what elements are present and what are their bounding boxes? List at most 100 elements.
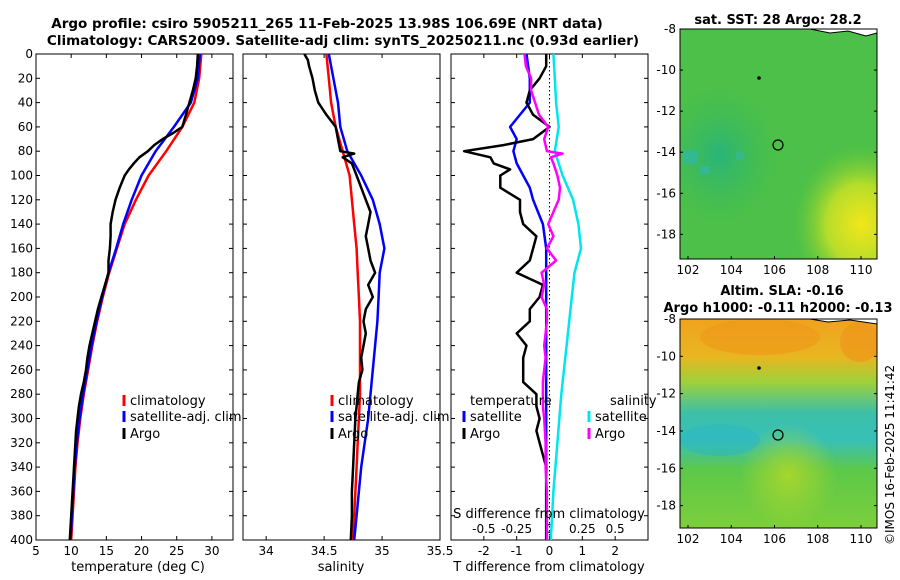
map-x-tick-label: 102 bbox=[677, 263, 700, 277]
legend-climatology: climatology bbox=[130, 394, 206, 409]
y-tick-label: 60 bbox=[18, 120, 33, 134]
y-tick-label: 260 bbox=[10, 363, 33, 377]
map-y-tick-label: -14 bbox=[656, 145, 676, 159]
top-x-tick-label: -0.5 bbox=[472, 522, 495, 536]
map-x-tick-label: 106 bbox=[763, 263, 786, 277]
map-y-tick-label: -12 bbox=[656, 387, 676, 401]
argo-position-marker bbox=[772, 139, 784, 151]
salinity-legend: climatology satellite-adj. clim Argo bbox=[330, 394, 450, 442]
legend-t-satellite: satellite bbox=[470, 410, 522, 425]
y-tick-label: 220 bbox=[10, 314, 33, 328]
sla-map-title: Altim. SLA: -0.16 bbox=[720, 284, 843, 299]
y-tick-label: 400 bbox=[10, 533, 33, 547]
temperature-xlabel: temperature (deg C) bbox=[71, 560, 205, 575]
legend-salinity-heading: salinity bbox=[610, 394, 657, 409]
map-y-tick-label: -16 bbox=[656, 461, 676, 475]
x-tick-label: -1 bbox=[511, 544, 523, 558]
sla-map-frame bbox=[679, 318, 878, 529]
y-tick-label: 160 bbox=[10, 241, 33, 255]
map-x-tick-label: 104 bbox=[720, 532, 743, 546]
x-tick-label: 5 bbox=[32, 544, 40, 558]
legend-satellite-adj: satellite-adj. clim bbox=[338, 410, 450, 425]
x-tick-label: 15 bbox=[99, 544, 114, 558]
y-tick-label: 280 bbox=[10, 387, 33, 401]
series-line-satellite-adj-clim bbox=[327, 53, 386, 541]
y-tick-label: 340 bbox=[10, 460, 33, 474]
float-track-marker bbox=[757, 366, 761, 370]
map-x-tick-label: 106 bbox=[763, 532, 786, 546]
x-tick-label: 25 bbox=[169, 544, 184, 558]
x-tick-label: 10 bbox=[64, 544, 79, 558]
legend-s-satellite: satellite bbox=[595, 410, 647, 425]
map-y-tick-label: -18 bbox=[656, 227, 676, 241]
series-line-s-argo bbox=[523, 53, 564, 540]
legend-s-argo: Argo bbox=[595, 427, 625, 442]
map-x-tick-label: 108 bbox=[806, 263, 829, 277]
series-line-argo bbox=[68, 53, 200, 541]
y-tick-label: 180 bbox=[10, 266, 33, 280]
y-tick-label: 240 bbox=[10, 339, 33, 353]
map-y-tick-label: -10 bbox=[656, 349, 676, 363]
legend-satellite-adj: satellite-adj. clim bbox=[130, 410, 242, 425]
x-tick-label: 30 bbox=[204, 544, 219, 558]
map-x-tick-label: 110 bbox=[850, 532, 873, 546]
legend-temperature-heading: temperature bbox=[470, 394, 552, 409]
top-x-tick-label: 0.5 bbox=[606, 522, 625, 536]
top-x-tick-label: -0.25 bbox=[501, 522, 532, 536]
legend-argo: Argo bbox=[338, 427, 368, 442]
map-y-tick-label: -14 bbox=[656, 424, 676, 438]
sst-map-image bbox=[680, 29, 877, 259]
x-tick-label: 35 bbox=[374, 544, 389, 558]
figure-title-line1: Argo profile: csiro 5905211_265 11-Feb-2… bbox=[51, 16, 602, 32]
map-y-tick-label: -12 bbox=[656, 104, 676, 118]
map-y-tick-label: -8 bbox=[664, 312, 676, 326]
legend-climatology: climatology bbox=[338, 394, 414, 409]
series-line-t-argo bbox=[462, 54, 551, 540]
x-tick-label: -2 bbox=[478, 544, 490, 558]
argo-position-marker bbox=[772, 429, 784, 441]
y-tick-label: 320 bbox=[10, 436, 33, 450]
temperature-legend: climatology satellite-adj. clim Argo bbox=[122, 394, 242, 442]
x-tick-label: 20 bbox=[134, 544, 149, 558]
temperature-panel: 0 20 40 60 80 100 120 140 160 180 200 220 240 260 280 3… bbox=[10, 47, 234, 558]
x-tick-label: 35.5 bbox=[427, 544, 454, 558]
sst-map-title: sat. SST: 28 Argo: 28.2 bbox=[694, 13, 861, 28]
difference-xlabel: T difference from climatology bbox=[452, 560, 645, 575]
y-tick-label: 20 bbox=[18, 71, 33, 85]
x-tick-label: 34.5 bbox=[311, 544, 338, 558]
top-x-tick-label: 0.25 bbox=[569, 522, 596, 536]
y-tick-label: 360 bbox=[10, 484, 33, 498]
y-tick-label: 0 bbox=[25, 47, 33, 61]
sst-map-axes: -8 -10 -12 -14 -16 -18 102 104 106 108 110 bbox=[656, 22, 877, 277]
map-y-tick-label: -10 bbox=[656, 63, 676, 77]
float-track-marker bbox=[757, 76, 761, 80]
series-line-s-satellite bbox=[549, 53, 583, 541]
map-x-tick-label: 104 bbox=[720, 263, 743, 277]
difference-panel: -2 -1 0 1 2 -0.5 -0.25 0 0.25 0.5 bbox=[450, 53, 649, 558]
y-tick-label: 80 bbox=[18, 144, 33, 158]
x-tick-label: 34 bbox=[259, 544, 274, 558]
sla-map-subtitle: Argo h1000: -0.11 h2000: -0.13 bbox=[663, 301, 892, 316]
sla-map-axes: -8 -10 -12 -14 -16 -18 102 104 106 108 110 bbox=[656, 312, 877, 546]
y-tick-label: 380 bbox=[10, 509, 33, 523]
legend-t-argo: Argo bbox=[470, 427, 500, 442]
legend-argo: Argo bbox=[130, 427, 160, 442]
figure-title-line2: Climatology: CARS2009. Satellite-adj cli… bbox=[47, 33, 639, 49]
map-x-tick-label: 102 bbox=[677, 532, 700, 546]
y-tick-label: 120 bbox=[10, 193, 33, 207]
map-x-tick-label: 110 bbox=[850, 263, 873, 277]
series-line-t-satellite bbox=[508, 53, 548, 540]
difference-legend: temperature salinity satellite Argo sate… bbox=[462, 394, 657, 442]
series-line-argo bbox=[303, 53, 377, 541]
plot-frame bbox=[35, 53, 234, 541]
map-y-tick-label: -16 bbox=[656, 186, 676, 200]
map-y-tick-label: -18 bbox=[656, 499, 676, 513]
map-x-tick-label: 108 bbox=[806, 532, 829, 546]
x-tick-label: 2 bbox=[611, 544, 619, 558]
x-tick-label: 0 bbox=[546, 544, 554, 558]
y-tick-label: 40 bbox=[18, 96, 33, 110]
difference-top-xlabel: S difference from climatology bbox=[453, 507, 645, 522]
imos-watermark: ©IMOS 16-Feb-2025 11:41:42 bbox=[883, 365, 897, 545]
sla-map-image bbox=[680, 319, 877, 528]
